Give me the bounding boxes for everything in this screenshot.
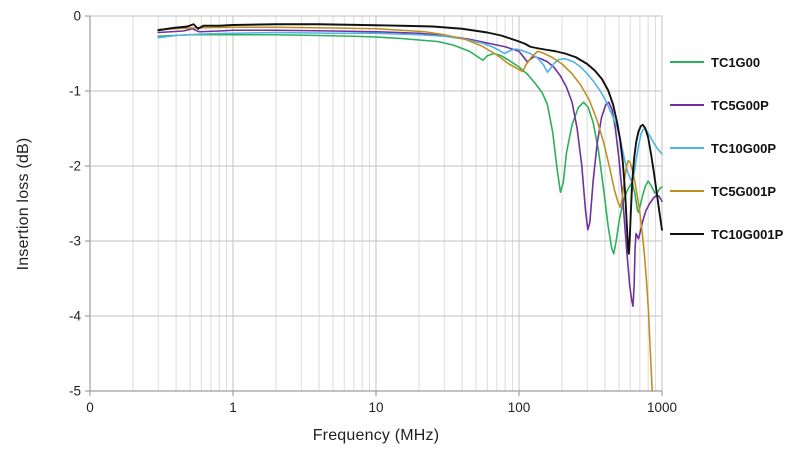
x-tick-label: 10 <box>368 400 383 415</box>
series-line-TC10G00P <box>157 31 663 182</box>
legend-label: TC10G00P <box>711 140 777 156</box>
x-axis-title: Frequency (MHz) <box>312 427 440 444</box>
y-axis-title: Insertion loss (dB) <box>15 137 32 271</box>
legend-item-TC10G001P: TC10G001P <box>670 226 784 242</box>
x-tick-label: 0 <box>86 400 94 415</box>
series-line-TC10G001P <box>157 23 663 255</box>
legend-label: TC5G00P <box>711 97 769 113</box>
legend-label: TC10G001P <box>711 226 784 242</box>
legend-item-TC5G00P: TC5G00P <box>670 97 769 113</box>
y-tick-label: -3 <box>69 234 81 249</box>
legend-line-swatch <box>670 103 704 107</box>
legend-label: TC5G001P <box>711 183 777 199</box>
x-tick-label: 1 <box>229 400 237 415</box>
legend-item-TC10G00P: TC10G00P <box>670 140 777 156</box>
legend-item-TC1G00: TC1G00 <box>670 54 761 70</box>
legend-line-swatch <box>670 189 704 193</box>
y-tick-label: -4 <box>69 309 81 324</box>
legend-label: TC1G00 <box>711 54 761 70</box>
series-line-TC1G00 <box>157 33 663 255</box>
x-tick-label: 1000 <box>647 400 677 415</box>
y-tick-label: 0 <box>73 9 81 24</box>
y-tick-label: -2 <box>69 159 81 174</box>
x-tick-label: 100 <box>508 400 531 415</box>
legend-line-swatch <box>670 60 704 64</box>
series-line-TC5G00P <box>157 27 663 308</box>
legend-line-swatch <box>670 146 704 150</box>
y-tick-label: -5 <box>69 384 81 399</box>
y-tick-label: -1 <box>69 84 81 99</box>
series-line-TC5G001P <box>157 26 654 392</box>
legend-line-swatch <box>670 232 704 236</box>
legend-item-TC5G001P: TC5G001P <box>670 183 777 199</box>
